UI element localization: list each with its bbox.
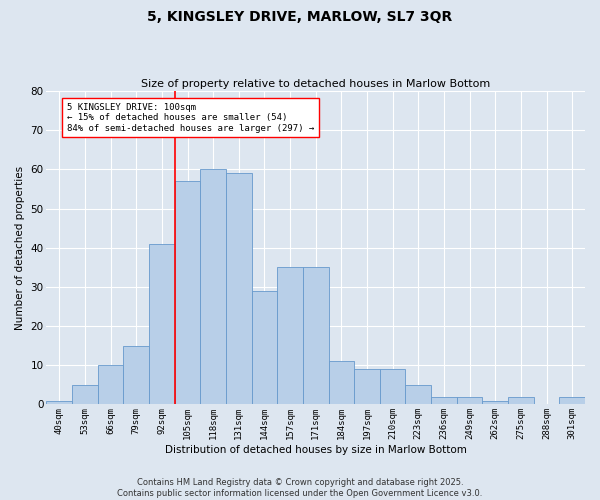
- Bar: [457, 396, 482, 404]
- Bar: [98, 366, 124, 405]
- Bar: [380, 369, 406, 404]
- Bar: [354, 369, 380, 404]
- Bar: [226, 174, 251, 404]
- Bar: [251, 291, 277, 405]
- Bar: [277, 268, 303, 404]
- Bar: [431, 396, 457, 404]
- Text: Contains HM Land Registry data © Crown copyright and database right 2025.
Contai: Contains HM Land Registry data © Crown c…: [118, 478, 482, 498]
- Bar: [72, 385, 98, 404]
- Bar: [406, 385, 431, 404]
- Bar: [149, 244, 175, 404]
- Bar: [124, 346, 149, 405]
- Title: Size of property relative to detached houses in Marlow Bottom: Size of property relative to detached ho…: [141, 79, 490, 89]
- Bar: [329, 362, 354, 405]
- Y-axis label: Number of detached properties: Number of detached properties: [15, 166, 25, 330]
- Bar: [303, 268, 329, 404]
- Bar: [482, 400, 508, 404]
- Bar: [175, 181, 200, 404]
- Bar: [559, 396, 585, 404]
- Text: 5, KINGSLEY DRIVE, MARLOW, SL7 3QR: 5, KINGSLEY DRIVE, MARLOW, SL7 3QR: [148, 10, 452, 24]
- Bar: [46, 400, 72, 404]
- Bar: [508, 396, 534, 404]
- Bar: [200, 170, 226, 404]
- Text: 5 KINGSLEY DRIVE: 100sqm
← 15% of detached houses are smaller (54)
84% of semi-d: 5 KINGSLEY DRIVE: 100sqm ← 15% of detach…: [67, 103, 314, 132]
- X-axis label: Distribution of detached houses by size in Marlow Bottom: Distribution of detached houses by size …: [165, 445, 467, 455]
